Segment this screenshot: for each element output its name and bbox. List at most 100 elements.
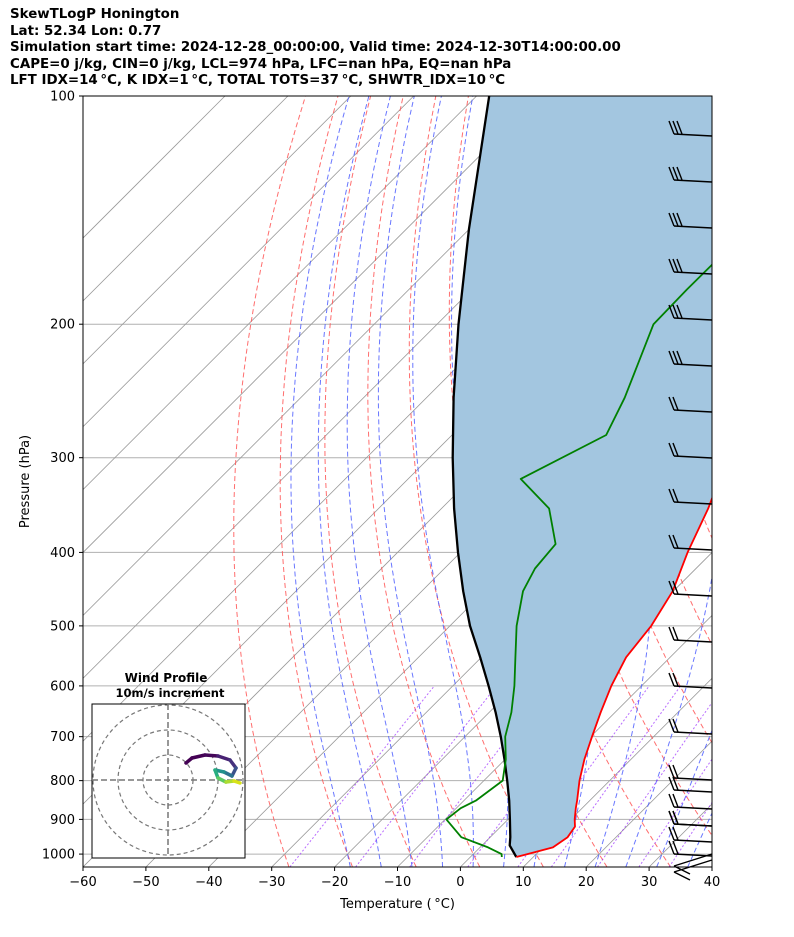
wind-barb-flag xyxy=(676,212,683,227)
wind-barb-flag xyxy=(672,718,679,733)
wind-barb-staff xyxy=(673,859,713,873)
moist-adiabat-line xyxy=(290,96,351,867)
title-line-cape: CAPE=0 j/kg, CIN=0 j/kg, LCL=974 hPa, LF… xyxy=(10,56,512,72)
x-tick-label: 10 xyxy=(515,875,532,890)
wind-barb-staff xyxy=(673,806,713,810)
hodograph-segment xyxy=(190,753,207,760)
wind-barb-flag xyxy=(672,350,679,365)
dry-adiabat-line xyxy=(233,96,306,867)
isotherm-line xyxy=(83,96,540,554)
wind-barb-staff xyxy=(673,133,713,137)
wind-barb-staff xyxy=(673,685,713,689)
axes: −60 −50 −40 −30 −20 −10 0 10 20 30 40 100 200 300 400 5… xyxy=(18,90,720,913)
y-tick-label: 1000 xyxy=(42,848,75,863)
isotherm-line xyxy=(83,96,414,428)
wind-barb-flag xyxy=(668,304,675,319)
isotherm-line xyxy=(334,489,712,867)
wind-barb-flag xyxy=(672,304,679,319)
wind-barb-flag xyxy=(668,810,675,825)
wind-barb-staff xyxy=(673,501,713,505)
x-axis-label: Temperature ( °C) xyxy=(339,897,455,912)
title-line-station: SkewTLogP Honington xyxy=(10,7,180,22)
y-tick-label: 700 xyxy=(50,730,75,745)
wind-barb-flag xyxy=(676,258,683,273)
wind-barb-flag xyxy=(668,580,675,595)
dry-adiabat-line xyxy=(762,96,794,867)
parcel-profile-line xyxy=(451,96,518,858)
wind-barb-flag xyxy=(668,826,675,841)
wind-barb-flag xyxy=(668,672,675,687)
wind-barb-flag xyxy=(676,166,683,181)
wind-barbs xyxy=(668,120,713,881)
wind-barb-flag xyxy=(672,166,679,181)
dry-adiabat-line xyxy=(279,96,353,867)
wind-barb-staff xyxy=(673,839,713,843)
wind-barb-staff xyxy=(673,823,713,827)
wind-barb-staff xyxy=(673,777,713,781)
x-tick-label: −20 xyxy=(321,875,348,890)
x-tick-label: −50 xyxy=(132,875,159,890)
y-tick-label: 900 xyxy=(50,813,75,828)
wind-barb-flag xyxy=(668,350,675,365)
wind-barb-flag xyxy=(668,120,675,135)
isotherm-line xyxy=(83,96,477,491)
x-tick-label: −40 xyxy=(195,875,222,890)
title-line-indices: LFT IDX=14 °C, K IDX=1 °C, TOTAL TOTS=37… xyxy=(10,73,506,88)
isotherm-line xyxy=(83,96,289,302)
y-tick-label: 800 xyxy=(50,774,75,789)
hodograph-segment xyxy=(203,753,220,758)
wind-barb-flag xyxy=(672,793,679,808)
y-tick-label: 300 xyxy=(50,451,75,466)
moist-adiabat-line xyxy=(377,96,444,867)
profile-lines xyxy=(445,96,712,858)
wind-barb-flag xyxy=(668,793,675,808)
wind-barb-flag xyxy=(668,258,675,273)
inset-title: Wind Profile xyxy=(125,671,208,685)
wind-barb-staff xyxy=(673,731,713,735)
isotherm-line xyxy=(711,866,712,867)
wind-barb-flag xyxy=(672,776,679,791)
wind-barb-staff xyxy=(673,225,713,229)
wind-barb-flag xyxy=(672,212,679,227)
mixing-ratio-line xyxy=(668,801,712,867)
wind-barb-flag xyxy=(676,350,683,365)
isotherm-line xyxy=(83,96,226,239)
y-tick-label: 600 xyxy=(50,679,75,694)
wind-barb-staff xyxy=(673,317,713,321)
y-tick-label: 200 xyxy=(50,318,75,333)
x-tick-label: 0 xyxy=(456,875,464,890)
hodograph-segment xyxy=(216,754,232,762)
wind-barb-staff xyxy=(673,789,713,793)
wind-barb-flag xyxy=(672,396,679,411)
wind-barb-flag xyxy=(668,626,675,641)
wind-barb-staff xyxy=(673,455,713,459)
cape-cin-shade xyxy=(452,96,712,857)
moist-adiabat-line xyxy=(317,96,382,867)
wind-barb-flag xyxy=(668,840,675,855)
temperature-profile-line xyxy=(516,495,712,858)
wind-barb-flag xyxy=(668,534,675,549)
wind-barb-flag xyxy=(673,871,691,881)
wind-barb-flag xyxy=(672,534,679,549)
wind-barb-staff xyxy=(673,363,713,367)
dewpoint-profile-line xyxy=(445,263,712,858)
wind-barb-flag xyxy=(668,396,675,411)
wind-barb-flag xyxy=(668,764,675,779)
wind-barb-flag xyxy=(672,810,679,825)
moist-adiabat-line xyxy=(719,96,794,867)
y-tick-label: 100 xyxy=(50,90,75,105)
mixing-ratio-line xyxy=(638,758,712,867)
parcel-shading xyxy=(452,96,712,857)
wind-barb-flag xyxy=(668,166,675,181)
wind-barb-flag xyxy=(668,718,675,733)
mixing-ratio-line xyxy=(355,685,497,867)
y-tick-label: 400 xyxy=(50,546,75,561)
moist-adiabat-line xyxy=(412,96,474,867)
wind-barb-flag xyxy=(668,488,675,503)
wind-barb-flag xyxy=(672,258,679,273)
moist-adiabat-line xyxy=(625,96,712,867)
isotherm-line xyxy=(523,677,712,867)
x-tick-label: −60 xyxy=(69,875,96,890)
wind-barb-staff xyxy=(673,853,713,867)
